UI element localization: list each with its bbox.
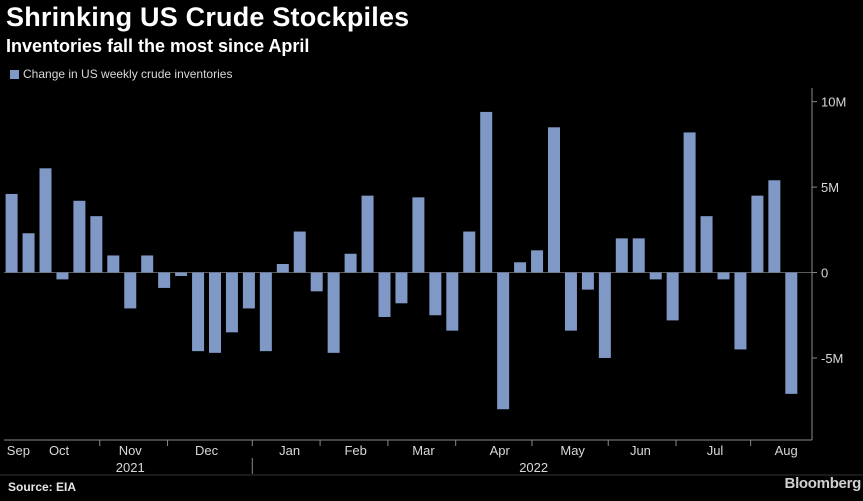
bar — [531, 250, 544, 273]
y-tick-label: 5M — [821, 180, 839, 195]
bar — [344, 253, 357, 273]
bar — [412, 197, 425, 273]
source-note: Source: EIA — [8, 480, 77, 494]
bar — [242, 272, 255, 309]
bar — [259, 272, 272, 352]
y-tick-label: 10M — [821, 95, 846, 110]
bar — [581, 272, 594, 290]
bar — [649, 272, 662, 280]
x-tick-label: Jul — [707, 443, 724, 458]
bar — [480, 111, 493, 273]
bar — [5, 193, 18, 273]
legend-swatch — [10, 69, 19, 79]
legend-label: Change in US weekly crude inventories — [23, 67, 233, 81]
bar — [514, 262, 527, 273]
x-tick-label: Jun — [630, 443, 651, 458]
x-tick-label: Oct — [49, 443, 70, 458]
bar — [124, 272, 137, 309]
legend: Change in US weekly crude inventories — [10, 67, 232, 81]
bar — [429, 272, 442, 316]
x-tick-label: Dec — [195, 443, 219, 458]
x-tick-label: Apr — [490, 443, 511, 458]
bar — [497, 272, 510, 410]
bar — [327, 272, 340, 353]
bar — [209, 272, 221, 353]
bar — [22, 233, 35, 273]
x-tick-label: Nov — [119, 443, 143, 458]
bar — [632, 238, 645, 273]
bar — [276, 264, 289, 273]
bar — [395, 272, 408, 304]
chart-title: Shrinking US Crude Stockpiles — [6, 2, 410, 32]
bar — [225, 272, 238, 333]
bar — [378, 272, 391, 317]
bar — [39, 168, 52, 273]
bar — [666, 272, 679, 321]
year-label: 2021 — [116, 460, 145, 475]
bar — [598, 272, 611, 358]
x-tick-label: Sep — [7, 443, 30, 458]
bar — [310, 272, 323, 292]
y-tick-label: -5M — [821, 351, 843, 366]
x-tick-label: Jan — [279, 443, 300, 458]
x-tick-label: May — [560, 443, 585, 458]
bar — [192, 272, 205, 352]
bar — [615, 238, 628, 273]
year-label: 2022 — [519, 460, 548, 475]
bar — [158, 272, 171, 288]
bar — [56, 272, 69, 280]
bar — [700, 216, 713, 273]
x-tick-label: Aug — [775, 443, 798, 458]
bar — [734, 272, 747, 350]
bar — [141, 255, 154, 273]
y-tick-label: 0 — [821, 266, 828, 281]
bar — [73, 200, 86, 273]
bar — [785, 272, 798, 394]
bar — [175, 272, 188, 276]
x-tick-label: Mar — [412, 443, 435, 458]
bar — [90, 216, 103, 273]
bar — [564, 272, 577, 331]
bar — [683, 132, 696, 273]
brand-logo: Bloomberg — [784, 475, 862, 492]
bar — [768, 180, 781, 273]
bar — [751, 195, 764, 273]
bar — [463, 231, 476, 273]
x-tick-label: Feb — [344, 443, 366, 458]
bar — [107, 255, 120, 273]
bar — [548, 127, 560, 273]
chart-subtitle: Inventories fall the most since April — [6, 36, 310, 56]
bar — [717, 272, 730, 280]
bar — [293, 231, 306, 273]
bar — [446, 272, 459, 331]
bar — [361, 195, 374, 273]
